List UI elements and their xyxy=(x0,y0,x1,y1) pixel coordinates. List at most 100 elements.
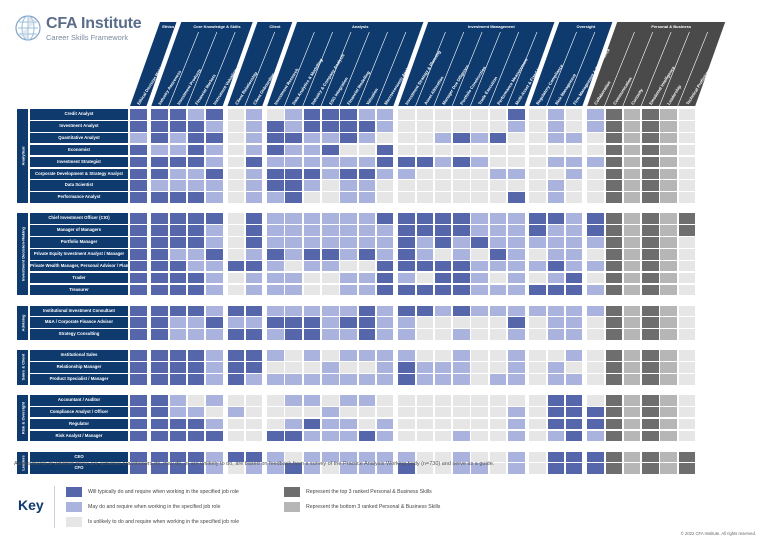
skill-cell xyxy=(130,350,147,361)
skill-cell xyxy=(587,284,604,296)
skill-cell xyxy=(267,120,284,132)
skill-cell xyxy=(322,180,339,192)
skill-cell xyxy=(169,120,187,132)
skill-cell xyxy=(130,132,147,144)
skill-cell xyxy=(660,394,677,406)
skill-cell xyxy=(245,430,263,442)
skill-cell xyxy=(303,305,321,317)
skill-cell xyxy=(227,132,244,144)
skill-cell xyxy=(678,156,696,168)
skill-cell xyxy=(678,406,696,418)
skill-cell xyxy=(322,362,339,373)
skill-cell xyxy=(130,144,147,156)
skill-cell xyxy=(678,225,696,236)
skill-cell xyxy=(623,109,641,120)
skill-cell xyxy=(416,260,433,272)
skill-cell xyxy=(508,394,525,406)
skill-cell xyxy=(587,213,604,224)
skill-cell xyxy=(453,394,470,406)
skill-cell xyxy=(547,120,565,132)
skill-cell xyxy=(471,329,488,340)
role-label: M&A / Corporate Finance Advisor xyxy=(30,317,128,329)
skill-cell xyxy=(187,213,205,224)
skill-cell xyxy=(642,260,659,272)
skill-cell xyxy=(340,394,357,406)
skill-cell xyxy=(169,237,187,248)
skill-cell xyxy=(453,430,470,442)
skill-cell xyxy=(587,225,604,236)
skill-cell xyxy=(187,144,205,156)
skill-cell xyxy=(358,317,376,329)
group-label-1: Core Knowledge & Skills xyxy=(193,24,241,29)
skill-cell xyxy=(547,192,565,203)
skill-cell xyxy=(434,192,452,203)
skill-cell xyxy=(130,120,147,132)
skill-cell xyxy=(227,237,244,248)
skill-cell xyxy=(508,374,525,385)
skill-cell xyxy=(605,120,622,132)
skill-cell xyxy=(151,192,168,203)
skill-cell xyxy=(453,132,470,144)
skill-cell xyxy=(605,248,622,260)
skill-cell xyxy=(169,272,187,284)
column-divider xyxy=(168,31,199,107)
skill-cell xyxy=(642,132,659,144)
skill-cell xyxy=(398,225,415,236)
role-label: Data Scientist xyxy=(30,180,128,192)
skill-cell xyxy=(322,418,339,430)
skill-cell xyxy=(453,180,470,192)
skill-cell xyxy=(151,225,168,236)
skill-cell xyxy=(623,362,641,373)
skill-cell xyxy=(434,213,452,224)
role-label: Manager of Managers xyxy=(30,225,128,236)
skill-cell xyxy=(587,144,604,156)
skill-cell xyxy=(398,213,415,224)
skill-cell xyxy=(267,237,284,248)
skill-cell xyxy=(547,317,565,329)
skill-cell xyxy=(547,132,565,144)
category-label-text: Sales & Client xyxy=(20,354,25,381)
skill-cell xyxy=(642,418,659,430)
skill-cell xyxy=(358,213,376,224)
skill-cell xyxy=(187,305,205,317)
skill-cell xyxy=(489,350,507,361)
skill-cell xyxy=(398,317,415,329)
column-divider xyxy=(433,31,465,107)
skill-cell xyxy=(206,362,223,373)
skill-cell xyxy=(340,156,357,168)
skill-cell xyxy=(660,374,677,385)
skill-cell xyxy=(471,463,488,475)
skill-cell xyxy=(529,120,546,132)
skill-cell xyxy=(130,329,147,340)
skill-cell xyxy=(529,180,546,192)
skill-cell xyxy=(547,260,565,272)
skill-cell xyxy=(508,317,525,329)
skill-cell xyxy=(169,305,187,317)
skill-cell xyxy=(340,406,357,418)
skill-cell xyxy=(130,109,147,120)
skill-cell xyxy=(245,156,263,168)
column-divider xyxy=(339,31,370,107)
skill-cell xyxy=(508,430,525,442)
skill-cell xyxy=(322,463,339,475)
column-divider xyxy=(659,31,690,107)
skill-cell xyxy=(206,418,223,430)
column-divider xyxy=(244,31,276,107)
skill-cell xyxy=(187,248,205,260)
skill-cell xyxy=(471,305,488,317)
skill-cell xyxy=(322,451,339,463)
skill-cell xyxy=(508,192,525,203)
skill-cell xyxy=(565,120,583,132)
skill-cell xyxy=(453,120,470,132)
skill-cell xyxy=(358,132,376,144)
skill-cell xyxy=(471,109,488,120)
skill-cell xyxy=(453,463,470,475)
skill-cell xyxy=(416,248,433,260)
skill-cell xyxy=(508,109,525,120)
skill-cell xyxy=(206,430,223,442)
skill-cell xyxy=(376,350,394,361)
skill-cell xyxy=(623,213,641,224)
key-swatch-pb-bottom xyxy=(284,502,300,512)
skill-cell xyxy=(245,144,263,156)
skill-cell xyxy=(169,248,187,260)
